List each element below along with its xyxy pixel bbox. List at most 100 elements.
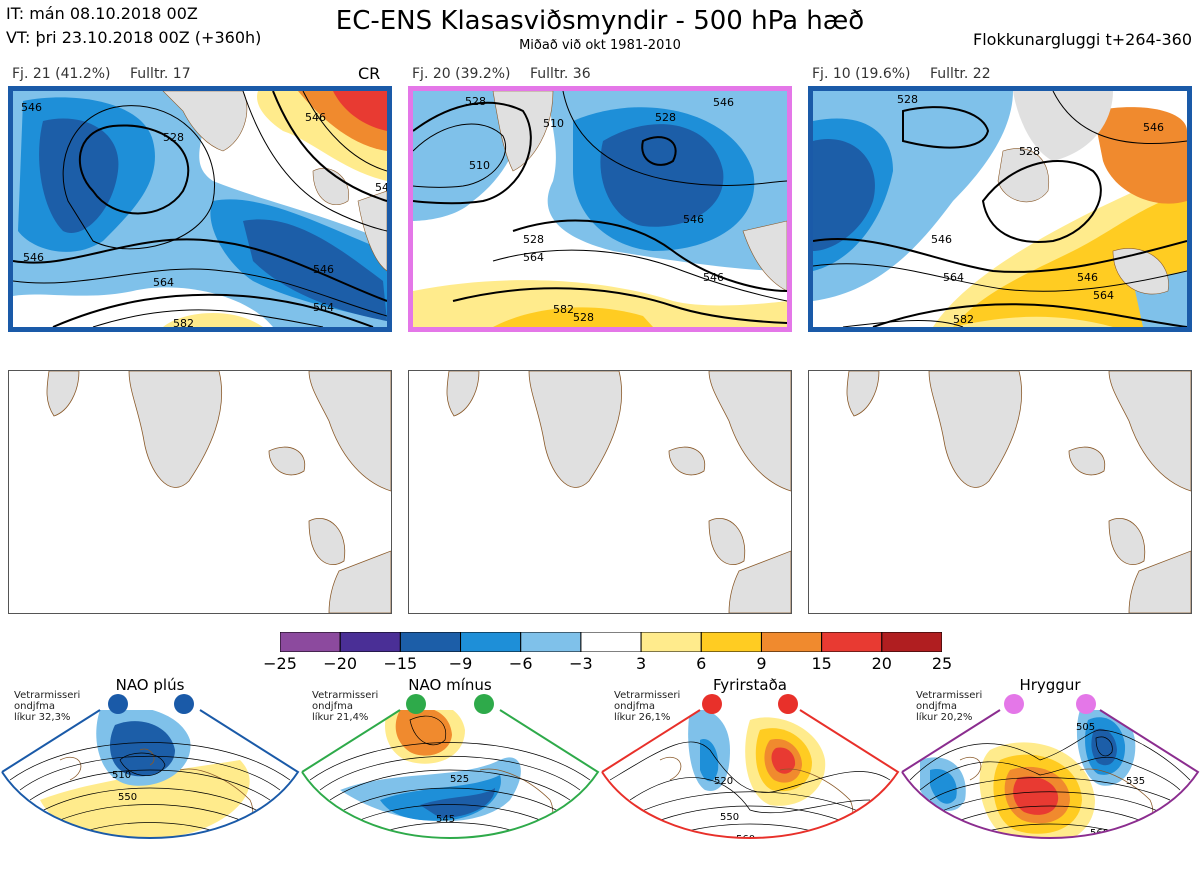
svg-text:546: 546 <box>931 233 952 246</box>
svg-text:564: 564 <box>943 271 964 284</box>
regime-2-contour-525: 525 <box>450 774 469 785</box>
svg-text:510: 510 <box>543 117 564 130</box>
svg-text:528: 528 <box>163 131 184 144</box>
page-subtitle: Miðað við okt 1981-2010 <box>519 38 681 53</box>
cluster-2-rep: Fulltr. 36 <box>530 66 591 82</box>
color-scale-tick-2: −15 <box>383 654 418 673</box>
color-scale-swatch-4 <box>520 631 582 653</box>
svg-text:510: 510 <box>469 159 490 172</box>
color-scale-swatch-9 <box>821 631 883 653</box>
regime-2-info-prob: líkur 21,4% <box>312 712 369 723</box>
regime-1-info-months: ondjfma <box>14 701 55 712</box>
color-scale-swatch-6 <box>640 631 702 653</box>
regime-nao-minus-map: 525 545 565 <box>300 690 600 871</box>
regime-2-info-months: ondjfma <box>312 701 353 712</box>
regime-1-contour-510: 510 <box>112 770 131 781</box>
valid-time: VT: þri 23.10.2018 00Z (+360h) <box>6 28 262 47</box>
regime-2-title: NAO mínus <box>408 676 492 694</box>
regime-4-marker-right <box>1076 694 1096 714</box>
regime-3-marker-left <box>702 694 722 714</box>
regime-1-info-season: Vetrarmisseri <box>14 690 81 701</box>
regime-4-title: Hryggur <box>1019 676 1081 694</box>
svg-text:564: 564 <box>313 301 334 314</box>
svg-text:582: 582 <box>173 317 194 327</box>
regime-3-info-months: ondjfma <box>614 701 655 712</box>
svg-text:582: 582 <box>953 313 974 326</box>
color-scale-tick-1: −20 <box>323 654 358 673</box>
svg-text:528: 528 <box>1019 145 1040 158</box>
cluster-1-tag: CR <box>358 64 381 83</box>
regime-1-info-prob: líkur 32,3% <box>14 712 71 723</box>
color-scale-tick-0: −25 <box>263 654 297 673</box>
color-scale-swatch-5 <box>580 631 642 653</box>
color-scale-swatch-8 <box>760 631 823 653</box>
svg-text:528: 528 <box>897 93 918 106</box>
init-time: IT: mán 08.10.2018 00Z <box>6 4 198 23</box>
svg-text:564: 564 <box>523 251 544 264</box>
svg-text:528: 528 <box>655 111 676 124</box>
svg-text:546: 546 <box>313 263 334 276</box>
regime-2-info-season: Vetrarmisseri <box>312 690 379 701</box>
regime-4-info-prob: líkur 20,2% <box>916 712 973 723</box>
regime-4-marker-left <box>1004 694 1024 714</box>
cluster-3-rep: Fulltr. 22 <box>930 66 991 82</box>
cluster-1-map: 546 528 546 564 546 564 582 546 546 <box>8 86 392 332</box>
regime-1-info: Vetrarmisseri ondjfma líkur 32,3% <box>14 690 80 723</box>
color-scale-tick-5: −3 <box>569 654 593 673</box>
color-scale <box>279 631 943 653</box>
svg-text:546: 546 <box>305 111 326 124</box>
regime-3-info: Vetrarmisseri ondjfma líkur 26,1% <box>614 690 680 723</box>
color-scale-tick-4: −6 <box>508 654 533 673</box>
color-scale-tick-10: 20 <box>871 654 892 673</box>
regime-ridge-map: 505 535 560 <box>900 690 1200 871</box>
color-scale-swatch-1 <box>339 631 401 653</box>
regime-2-contour-545: 545 <box>436 814 455 825</box>
regime-2-marker-left <box>406 694 426 714</box>
svg-text:528: 528 <box>523 233 544 246</box>
regime-4-contour-535: 535 <box>1126 776 1145 787</box>
color-scale-swatch-2 <box>399 631 462 653</box>
color-scale-tick-8: 9 <box>756 654 767 673</box>
regime-3-contour-560: 560 <box>736 834 755 845</box>
regime-4-info-season: Vetrarmisseri <box>916 690 983 701</box>
svg-text:546: 546 <box>21 101 42 114</box>
regime-nao-plus-map: 510 550 <box>0 690 300 871</box>
svg-text:546: 546 <box>375 181 387 194</box>
regime-1-title: NAO plús <box>115 676 185 694</box>
svg-text:564: 564 <box>153 276 174 289</box>
regime-3-info-season: Vetrarmisseri <box>614 690 681 701</box>
regime-1-marker-left <box>108 694 128 714</box>
regime-4-contour-505: 505 <box>1076 722 1095 733</box>
classification-window: Flokkunargluggi t+264-360 <box>973 30 1192 49</box>
svg-text:564: 564 <box>1093 289 1114 302</box>
regime-4-info-months: ondjfma <box>916 701 957 712</box>
svg-text:528: 528 <box>465 95 486 108</box>
cluster-3-label: Fj. 10 (19.6%) <box>812 66 911 82</box>
cluster-2-map: 528 510 528 510 528 546 564 582 546 546 528 <box>408 86 792 332</box>
color-scale-swatch-10 <box>881 631 943 653</box>
regime-3-contour-550: 550 <box>720 812 739 823</box>
cluster-3-map: 528 528 546 546 564 564 582 546 <box>808 86 1192 332</box>
regime-3-info-prob: líkur 26,1% <box>614 712 671 723</box>
color-scale-tick-6: 3 <box>635 654 647 673</box>
svg-text:546: 546 <box>1143 121 1164 134</box>
cluster-2-blank-map <box>408 370 792 614</box>
svg-text:546: 546 <box>683 213 704 226</box>
color-scale-tick-3: −9 <box>448 654 473 673</box>
regime-3-marker-right <box>778 694 798 714</box>
svg-text:546: 546 <box>703 271 724 284</box>
svg-text:582: 582 <box>553 303 574 316</box>
svg-text:546: 546 <box>1077 271 1098 284</box>
color-scale-swatch-7 <box>700 631 762 653</box>
cluster-2-label: Fj. 20 (39.2%) <box>412 66 511 82</box>
color-scale-tick-11: 25 <box>931 654 953 673</box>
regime-1-marker-right <box>174 694 194 714</box>
svg-text:528: 528 <box>573 311 594 324</box>
regime-3-title: Fyrirstaða <box>713 676 787 694</box>
regime-3-contour-520: 520 <box>714 776 733 787</box>
cluster-1-blank-map <box>8 370 392 614</box>
svg-text:546: 546 <box>23 251 44 264</box>
regime-4-info: Vetrarmisseri ondjfma líkur 20,2% <box>916 690 982 723</box>
regime-1-contour-550: 550 <box>118 792 137 803</box>
page-title: EC-ENS Klasasviðsmyndir - 500 hPa hæð <box>335 6 865 36</box>
